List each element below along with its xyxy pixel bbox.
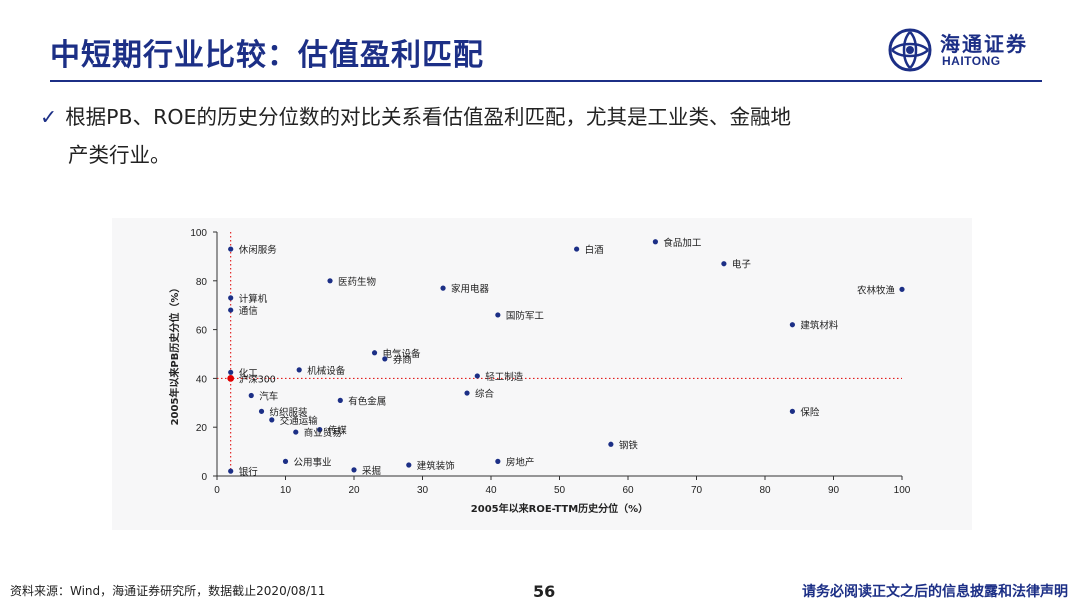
data-point bbox=[293, 429, 299, 435]
data-point bbox=[495, 312, 501, 318]
data-point bbox=[269, 417, 275, 423]
x-tick-label: 90 bbox=[828, 485, 840, 496]
y-tick-label: 100 bbox=[190, 228, 207, 239]
y-tick-label: 40 bbox=[196, 374, 208, 385]
data-point bbox=[382, 356, 388, 362]
data-point bbox=[789, 322, 796, 328]
point-label: 轻工制造 bbox=[485, 371, 524, 383]
point-label: 综合 bbox=[475, 388, 495, 400]
data-point bbox=[608, 441, 614, 447]
data-point bbox=[351, 467, 357, 473]
point-label: 商业贸易 bbox=[304, 427, 342, 439]
point-label: 国防军工 bbox=[506, 310, 545, 322]
data-point bbox=[337, 397, 343, 403]
disclaimer-text: 请务必阅读正文之后的信息披露和法律声明 bbox=[802, 584, 1068, 600]
point-label: 计算机 bbox=[239, 293, 268, 305]
point-label: 家用电器 bbox=[451, 283, 490, 295]
scatter-chart: 0 10 20 30 40 50 60 70 80 90 100 0 20 40 60 80 100 2005年以… bbox=[168, 228, 911, 515]
haitong-logo-icon bbox=[888, 28, 932, 72]
x-tick-label: 30 bbox=[417, 485, 429, 496]
x-tick-label: 0 bbox=[214, 485, 220, 496]
point-label: 电气设备 bbox=[383, 348, 422, 360]
bullet-point: ✓ 根据PB、ROE的历史分位数的对比关系看估值盈利匹配，尤其是工业类、金融地 产… bbox=[40, 98, 1040, 174]
y-axis-title: 2005年以来PB历史分位（%） bbox=[168, 283, 181, 426]
data-point bbox=[440, 285, 446, 291]
data-point bbox=[652, 239, 659, 245]
data-point bbox=[495, 458, 501, 464]
haitong-logo: 海通证券 HAITONG bbox=[888, 26, 1048, 76]
y-tick-label: 80 bbox=[196, 277, 208, 288]
point-label: 农林牧渔 bbox=[857, 284, 896, 296]
point-label: 纺织服装 bbox=[270, 406, 309, 418]
data-point bbox=[899, 286, 905, 292]
point-label: 采掘 bbox=[362, 465, 381, 477]
point-label: 传媒 bbox=[328, 425, 348, 437]
x-tick-label: 20 bbox=[348, 485, 360, 496]
data-point bbox=[317, 427, 323, 433]
logo-chinese-text: 海通证券 bbox=[940, 32, 1028, 56]
x-tick-label: 10 bbox=[280, 485, 292, 496]
point-label: 白酒 bbox=[585, 244, 605, 256]
point-label: 化工 bbox=[239, 367, 259, 379]
point-label: 电子 bbox=[732, 259, 752, 271]
source-note: 资料来源：Wind，海通证券研究所，数据截止2020/08/11 bbox=[10, 584, 326, 598]
point-label: 机械设备 bbox=[307, 365, 346, 377]
point-label: 建筑材料 bbox=[800, 320, 839, 332]
data-point bbox=[406, 462, 412, 468]
data-point bbox=[574, 246, 580, 252]
x-tick-label: 50 bbox=[554, 485, 566, 496]
point-label: 有色金属 bbox=[348, 395, 386, 407]
point-label: 医药生物 bbox=[338, 276, 377, 288]
data-point bbox=[258, 408, 265, 414]
bullet-text-line1: 根据PB、ROE的历史分位数的对比关系看估值盈利匹配，尤其是工业类、金融地 bbox=[65, 105, 791, 129]
reference-point bbox=[227, 375, 235, 382]
data-point bbox=[296, 367, 302, 373]
chart-background bbox=[112, 218, 972, 530]
y-tick-label: 60 bbox=[196, 326, 208, 337]
point-label: 通信 bbox=[239, 305, 258, 317]
point-label: 房地产 bbox=[506, 456, 535, 468]
data-point bbox=[282, 458, 289, 464]
x-tick-label: 100 bbox=[894, 485, 911, 496]
point-label: 券商 bbox=[393, 354, 412, 366]
title-divider bbox=[50, 80, 1042, 82]
point-label: 休闲服务 bbox=[239, 244, 278, 256]
data-point bbox=[228, 468, 234, 474]
logo-english-text: HAITONG bbox=[942, 54, 1001, 68]
data-point bbox=[228, 369, 234, 375]
data-point bbox=[248, 392, 254, 399]
slide-title: 中短期行业比较：估值盈利匹配 bbox=[50, 38, 484, 73]
point-label: 沪深300 bbox=[239, 373, 276, 385]
data-point bbox=[464, 390, 470, 396]
point-label: 汽车 bbox=[259, 390, 278, 402]
point-label: 保险 bbox=[800, 406, 820, 418]
point-label: 交通运输 bbox=[280, 415, 319, 427]
y-tick-label: 20 bbox=[196, 423, 208, 434]
point-label: 钢铁 bbox=[619, 439, 639, 451]
point-label: 公用事业 bbox=[294, 456, 332, 468]
data-point bbox=[721, 261, 727, 267]
point-label: 食品加工 bbox=[663, 237, 702, 249]
x-tick-label: 40 bbox=[485, 485, 497, 496]
x-axis-title: 2005年以来ROE-TTM历史分位（%） bbox=[471, 502, 648, 515]
data-point bbox=[371, 350, 378, 356]
data-point bbox=[228, 307, 234, 313]
bullet-text-line2: 产类行业。 bbox=[68, 143, 171, 167]
data-point bbox=[327, 278, 333, 284]
page-number: 56 bbox=[533, 582, 556, 601]
x-tick-label: 60 bbox=[622, 485, 634, 496]
point-label: 建筑装饰 bbox=[417, 460, 455, 472]
y-tick-label: 0 bbox=[201, 472, 207, 483]
x-tick-label: 80 bbox=[759, 485, 771, 496]
data-point bbox=[228, 295, 234, 301]
data-point bbox=[228, 246, 234, 252]
check-icon: ✓ bbox=[40, 105, 58, 129]
data-point bbox=[474, 373, 480, 379]
data-point bbox=[789, 408, 796, 414]
point-label: 银行 bbox=[239, 466, 259, 478]
x-tick-label: 70 bbox=[691, 485, 703, 496]
